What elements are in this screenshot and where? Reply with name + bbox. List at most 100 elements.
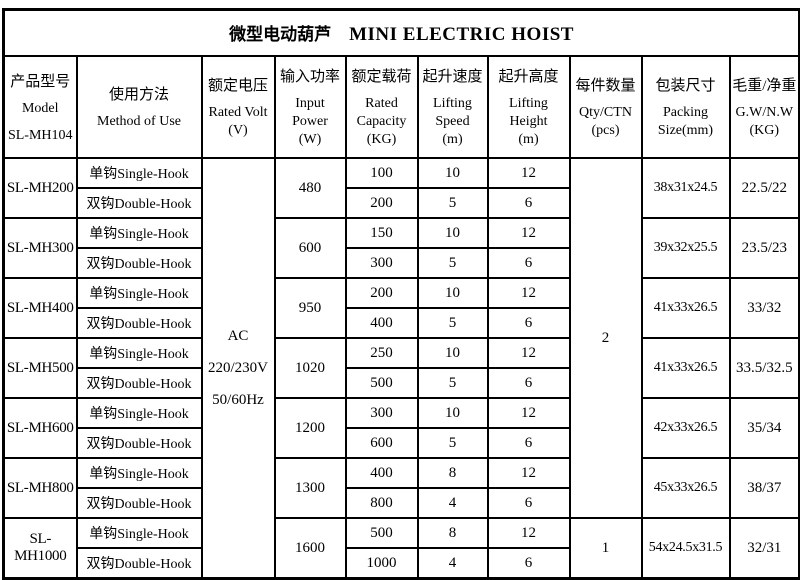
cell-power: 600	[273, 217, 347, 279]
cell-method: 双钩Double-Hook	[75, 187, 203, 219]
header-qty-en: Qty/CTN	[579, 104, 632, 120]
header-volt-zh: 额定电压	[207, 77, 268, 94]
title-zh: 微型电动葫芦	[229, 25, 332, 44]
cell-packing: 41x33x26.5	[640, 337, 731, 399]
cell-weight: 35/34	[728, 397, 800, 459]
cell-capacity: 400	[344, 307, 419, 339]
header-capacity-en: Rated Capacity	[356, 95, 407, 129]
cell-model: SL-MH200	[2, 157, 78, 219]
cell-method: 单钩Single-Hook	[75, 517, 203, 549]
cell-method: 双钩Double-Hook	[75, 247, 203, 279]
title-row: 微型电动葫芦 MINI ELECTRIC HOIST	[2, 8, 800, 57]
cell-height: 6	[486, 487, 571, 519]
header-volt-unit: (V)	[228, 123, 248, 138]
page-title: 微型电动葫芦 MINI ELECTRIC HOIST	[2, 8, 800, 57]
header-height-en: Lifting Height	[509, 95, 548, 129]
header-height-zh: 起升高度	[498, 68, 559, 85]
header-volt-en: Rated Volt	[208, 104, 268, 120]
cell-power: 1200	[273, 397, 347, 459]
spec-table: 微型电动葫芦 MINI ELECTRIC HOIST 产品型号 Model SL…	[2, 8, 800, 580]
cell-power: 1300	[273, 457, 347, 519]
cell-speed: 10	[416, 397, 489, 429]
cell-packing: 41x33x26.5	[640, 277, 731, 339]
cell-model: SL-MH1000	[2, 517, 78, 580]
col-header-volt: 额定电压 Rated Volt (V)	[200, 55, 276, 159]
table-row: SL-MH500 单钩Single-Hook 1020 250 10 12 41…	[2, 337, 800, 399]
cell-power: 1020	[273, 337, 347, 399]
cell-power: 480	[273, 157, 347, 219]
cell-power: 1600	[273, 517, 347, 580]
cell-packing: 38x31x24.5	[640, 157, 731, 219]
cell-speed: 5	[416, 187, 489, 219]
header-packing-en: Packing Size(mm)	[657, 104, 714, 138]
table-row: 双钩Double-Hook 600 5 6	[4, 427, 800, 459]
cell-rated-volt: AC 220/230V 50/60Hz	[200, 157, 276, 580]
cell-speed: 5	[416, 427, 489, 459]
cell-capacity: 500	[344, 367, 419, 399]
cell-weight: 32/31	[728, 517, 800, 580]
cell-speed: 4	[416, 487, 489, 519]
cell-model: SL-MH800	[2, 457, 78, 519]
cell-model: SL-MH500	[2, 337, 78, 399]
table-row: SL-MH200 单钩Single-Hook AC 220/230V 50/60…	[2, 157, 800, 580]
cell-height: 12	[486, 157, 571, 189]
cell-capacity: 300	[344, 247, 419, 279]
header-speed-zh: 起升速度	[422, 68, 483, 85]
cell-model: SL-MH300	[2, 217, 78, 279]
cell-height: 6	[486, 307, 571, 339]
cell-height: 12	[486, 217, 571, 249]
table-row: SL-MH300 单钩Single-Hook 600 150 10 12 39x…	[2, 217, 800, 279]
cell-packing: 42x33x26.5	[640, 397, 731, 459]
cell-method: 双钩Double-Hook	[75, 487, 203, 519]
header-power-unit: (W)	[298, 132, 322, 148]
cell-weight: 33.5/32.5	[728, 337, 800, 399]
cell-speed: 10	[416, 337, 489, 369]
cell-capacity: 200	[344, 187, 419, 219]
cell-packing: 54x24.5x31.5	[640, 517, 731, 580]
header-power-zh: 输入功率	[279, 68, 340, 85]
cell-capacity: 400	[344, 457, 419, 489]
cell-packing: 39x32x25.5	[640, 217, 731, 279]
header-packing-zh: 包装尺寸	[655, 77, 716, 94]
cell-qty-group: 1	[568, 517, 643, 580]
cell-capacity: 500	[344, 517, 419, 549]
col-header-model: 产品型号 Model SL-MH104	[2, 55, 78, 159]
table-row: 双钩Double-Hook 300 5 6	[4, 247, 800, 279]
header-weight-en: G.W/N.W	[735, 104, 794, 120]
cell-height: 12	[486, 397, 571, 429]
cell-height: 12	[486, 517, 571, 549]
cell-power: 950	[273, 277, 347, 339]
header-method-zh: 使用方法	[108, 86, 169, 103]
cell-model: SL-MH600	[2, 397, 78, 459]
cell-method: 单钩Single-Hook	[75, 397, 203, 429]
column-header-row: 产品型号 Model SL-MH104 使用方法 Method of Use 额…	[2, 55, 800, 159]
cell-method: 双钩Double-Hook	[75, 307, 203, 339]
header-capacity-zh: 额定载荷	[351, 68, 412, 85]
header-power-en: Input Power	[292, 95, 328, 129]
table-row: SL-MH1000 单钩Single-Hook 1600 500 8 12 1 …	[2, 517, 800, 580]
table-row: 双钩Double-Hook 400 5 6	[4, 307, 800, 339]
header-capacity-unit: (KG)	[366, 132, 397, 148]
cell-method: 双钩Double-Hook	[75, 547, 203, 580]
col-header-height: 起升高度 Lifting Height (m)	[486, 55, 571, 159]
header-qty-zh: 每件数量	[575, 77, 636, 94]
cell-height: 12	[486, 277, 571, 309]
cell-capacity: 100	[344, 157, 419, 189]
cell-height: 6	[486, 367, 571, 399]
table-row: SL-MH400 单钩Single-Hook 950 200 10 12 41x…	[2, 277, 800, 339]
col-header-qty: 每件数量 Qty/CTN (pcs)	[568, 55, 643, 159]
cell-speed: 10	[416, 277, 489, 309]
table-row: SL-MH800 单钩Single-Hook 1300 400 8 12 45x…	[2, 457, 800, 519]
cell-method: 单钩Single-Hook	[75, 217, 203, 249]
cell-height: 6	[486, 427, 571, 459]
header-model-series: SL-MH104	[7, 127, 73, 143]
cell-speed: 8	[416, 457, 489, 489]
header-height-unit: (m)	[518, 132, 539, 148]
cell-model: SL-MH400	[2, 277, 78, 339]
cell-height: 6	[486, 247, 571, 279]
table-row: 双钩Double-Hook 800 4 6	[4, 487, 800, 519]
cell-method: 单钩Single-Hook	[75, 277, 203, 309]
cell-height: 12	[486, 457, 571, 489]
cell-height: 12	[486, 337, 571, 369]
cell-method: 双钩Double-Hook	[75, 427, 203, 459]
